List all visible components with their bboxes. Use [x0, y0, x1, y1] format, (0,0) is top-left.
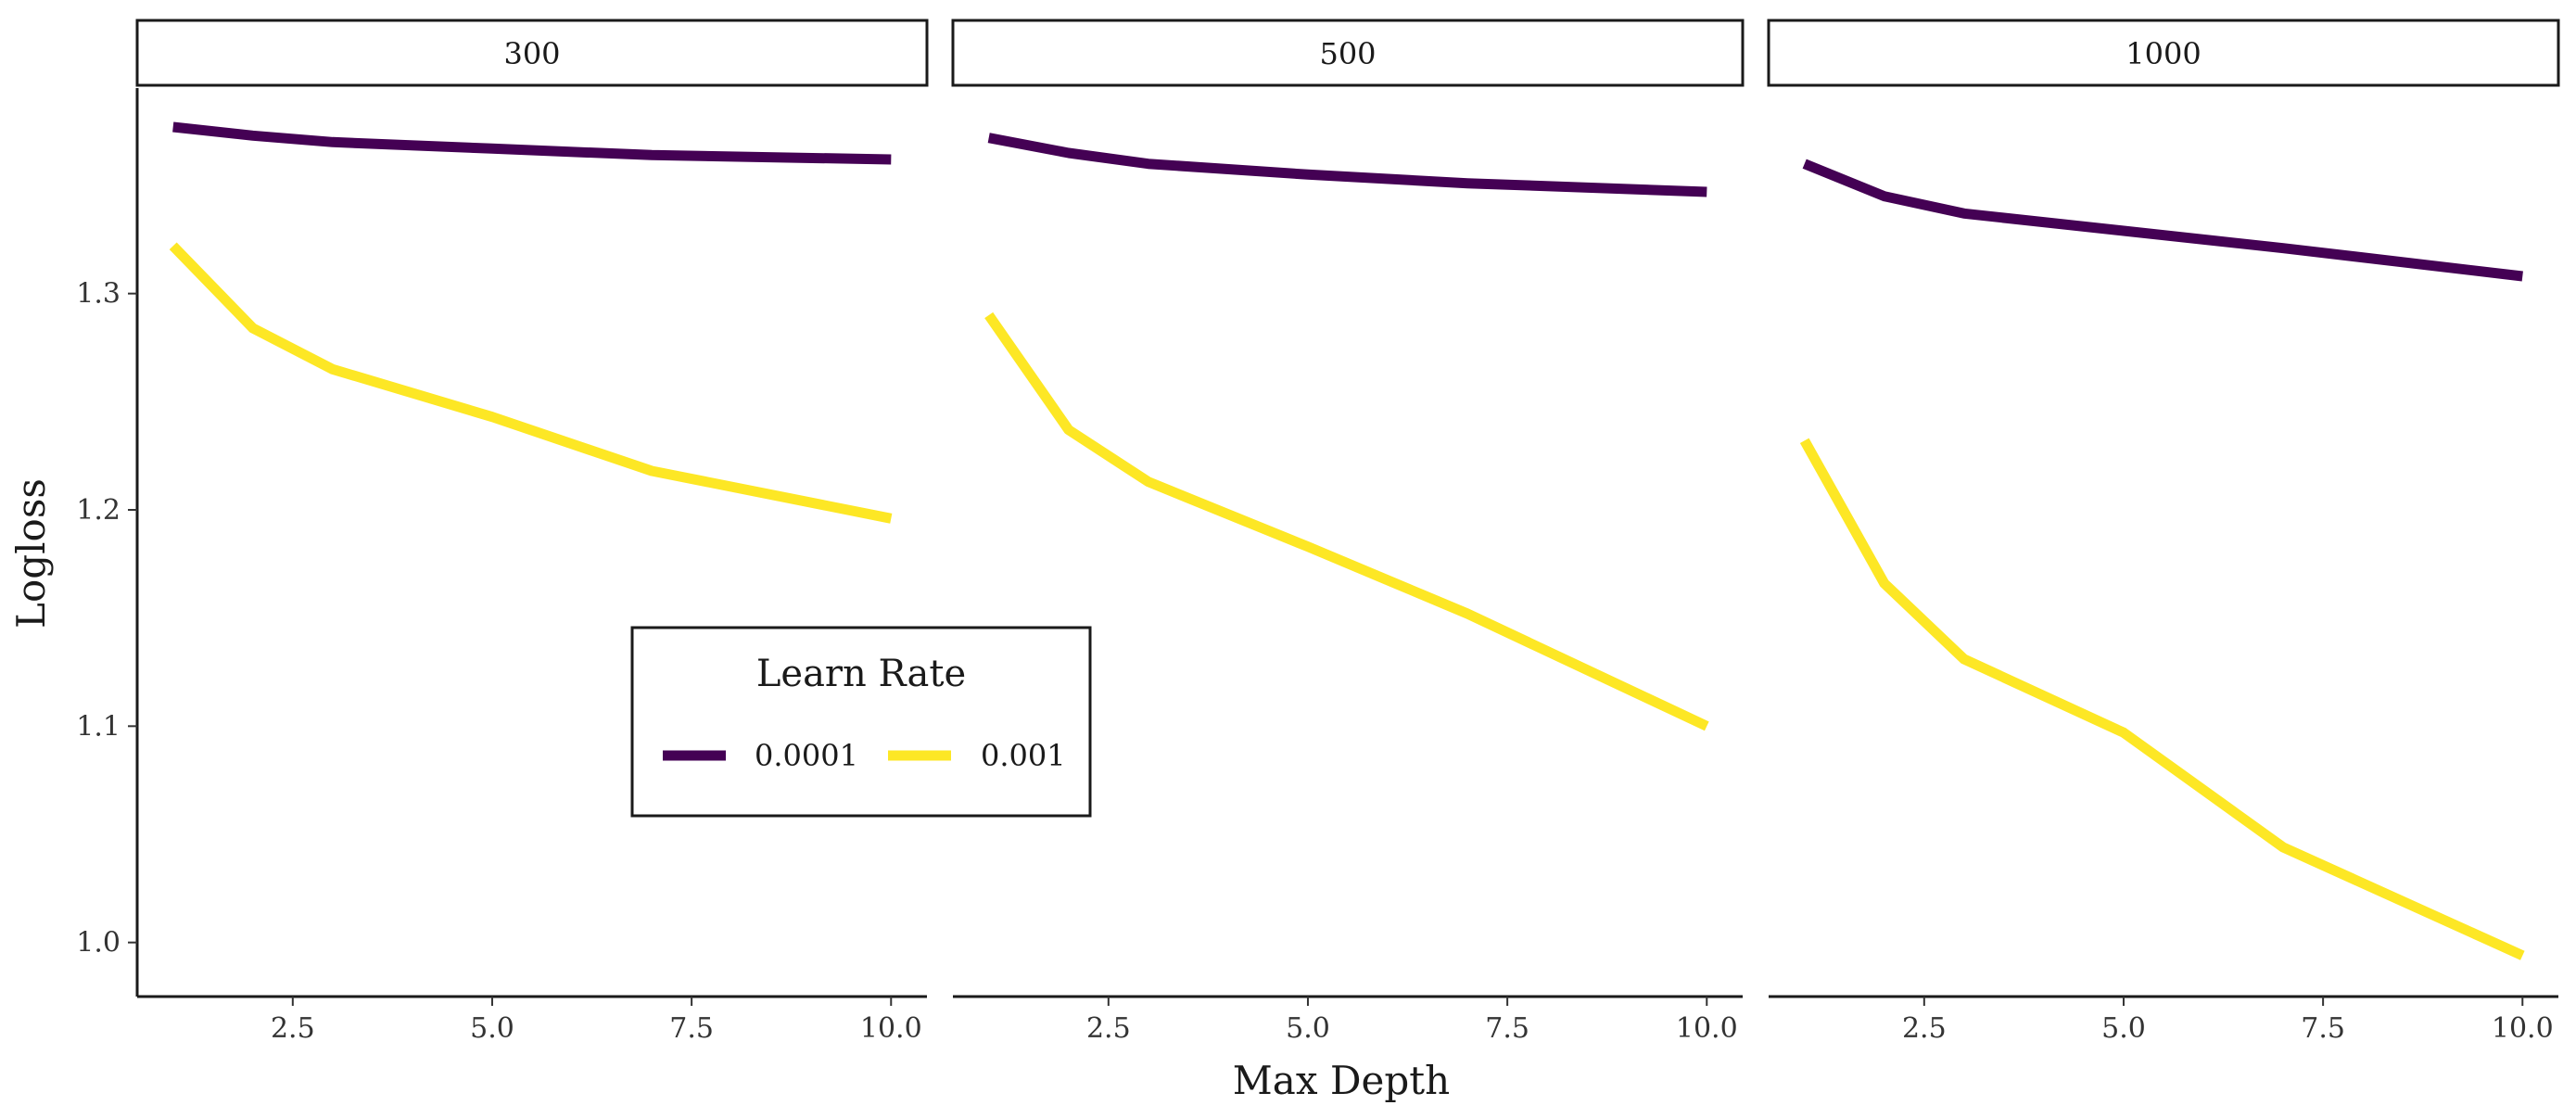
- facet-strip-label-500: 500: [1319, 36, 1376, 71]
- y-tick-label-0: 1.0: [76, 927, 121, 959]
- x-tick-label-1000-3: 10.0: [2492, 1012, 2554, 1045]
- y-axis: 1.0 1.1 1.2 1.3: [76, 88, 139, 997]
- series-line-1000-lr-0.0001: [1802, 159, 2523, 282]
- series-line-1000-lr-0.001: [1799, 438, 2525, 960]
- x-tick-label-500-0: 2.5: [1086, 1012, 1131, 1045]
- legend-title: Learn Rate: [756, 653, 966, 695]
- panel-1000: 2.5 5.0 7.5 10.0: [1769, 159, 2558, 1045]
- y-tick-label-3: 1.3: [76, 278, 121, 311]
- x-tick-label-300-0: 2.5: [271, 1012, 315, 1045]
- x-tick-label-300-2: 7.5: [669, 1012, 714, 1045]
- facet-strip-1000: [1767, 19, 2560, 87]
- x-tick-label-300-3: 10.0: [860, 1012, 922, 1045]
- panel-500: 2.5 5.0 7.5 10.0: [953, 133, 1743, 1045]
- legend-box: [630, 626, 1092, 818]
- x-tick-label-1000-1: 5.0: [2101, 1012, 2146, 1045]
- legend: Learn Rate 0.0001 0.001: [630, 626, 1092, 818]
- x-tick-label-300-1: 5.0: [470, 1012, 514, 1045]
- y-tick-label-2: 1.2: [76, 494, 121, 527]
- x-tick-label-500-2: 7.5: [1485, 1012, 1529, 1045]
- x-axis-title: Max Depth: [1233, 1058, 1450, 1103]
- series-line-500-lr-0.001: [984, 311, 1709, 731]
- series-line-300-lr-0.001: [169, 242, 893, 524]
- panel-300: 2.5 5.0 7.5 10.0: [137, 121, 927, 1045]
- y-tick-label-1: 1.1: [76, 710, 121, 743]
- legend-label-0.0001: 0.0001: [755, 738, 858, 773]
- x-tick-label-500-3: 10.0: [1676, 1012, 1738, 1045]
- series-line-300-lr-0.0001: [172, 121, 892, 165]
- y-axis-title: Logloss: [8, 478, 54, 629]
- facet-strip-label-1000: 1000: [2126, 36, 2201, 71]
- series-line-500-lr-0.0001: [987, 133, 1707, 197]
- facet-strip-label-300: 300: [503, 36, 560, 71]
- facet-strips: 300 500 1000: [135, 19, 2560, 87]
- x-tick-label-500-1: 5.0: [1286, 1012, 1330, 1045]
- legend-label-0.001: 0.001: [981, 738, 1066, 773]
- x-tick-label-1000-0: 2.5: [1902, 1012, 1947, 1045]
- facet-strip-300: [135, 19, 929, 87]
- facet-strip-500: [951, 19, 1745, 87]
- panels: 2.5 5.0 7.5 10.0 2.5 5.0 7.5 10.0 2.5 5.0 7.5 10.0: [137, 121, 2558, 1045]
- x-tick-label-1000-2: 7.5: [2301, 1012, 2345, 1045]
